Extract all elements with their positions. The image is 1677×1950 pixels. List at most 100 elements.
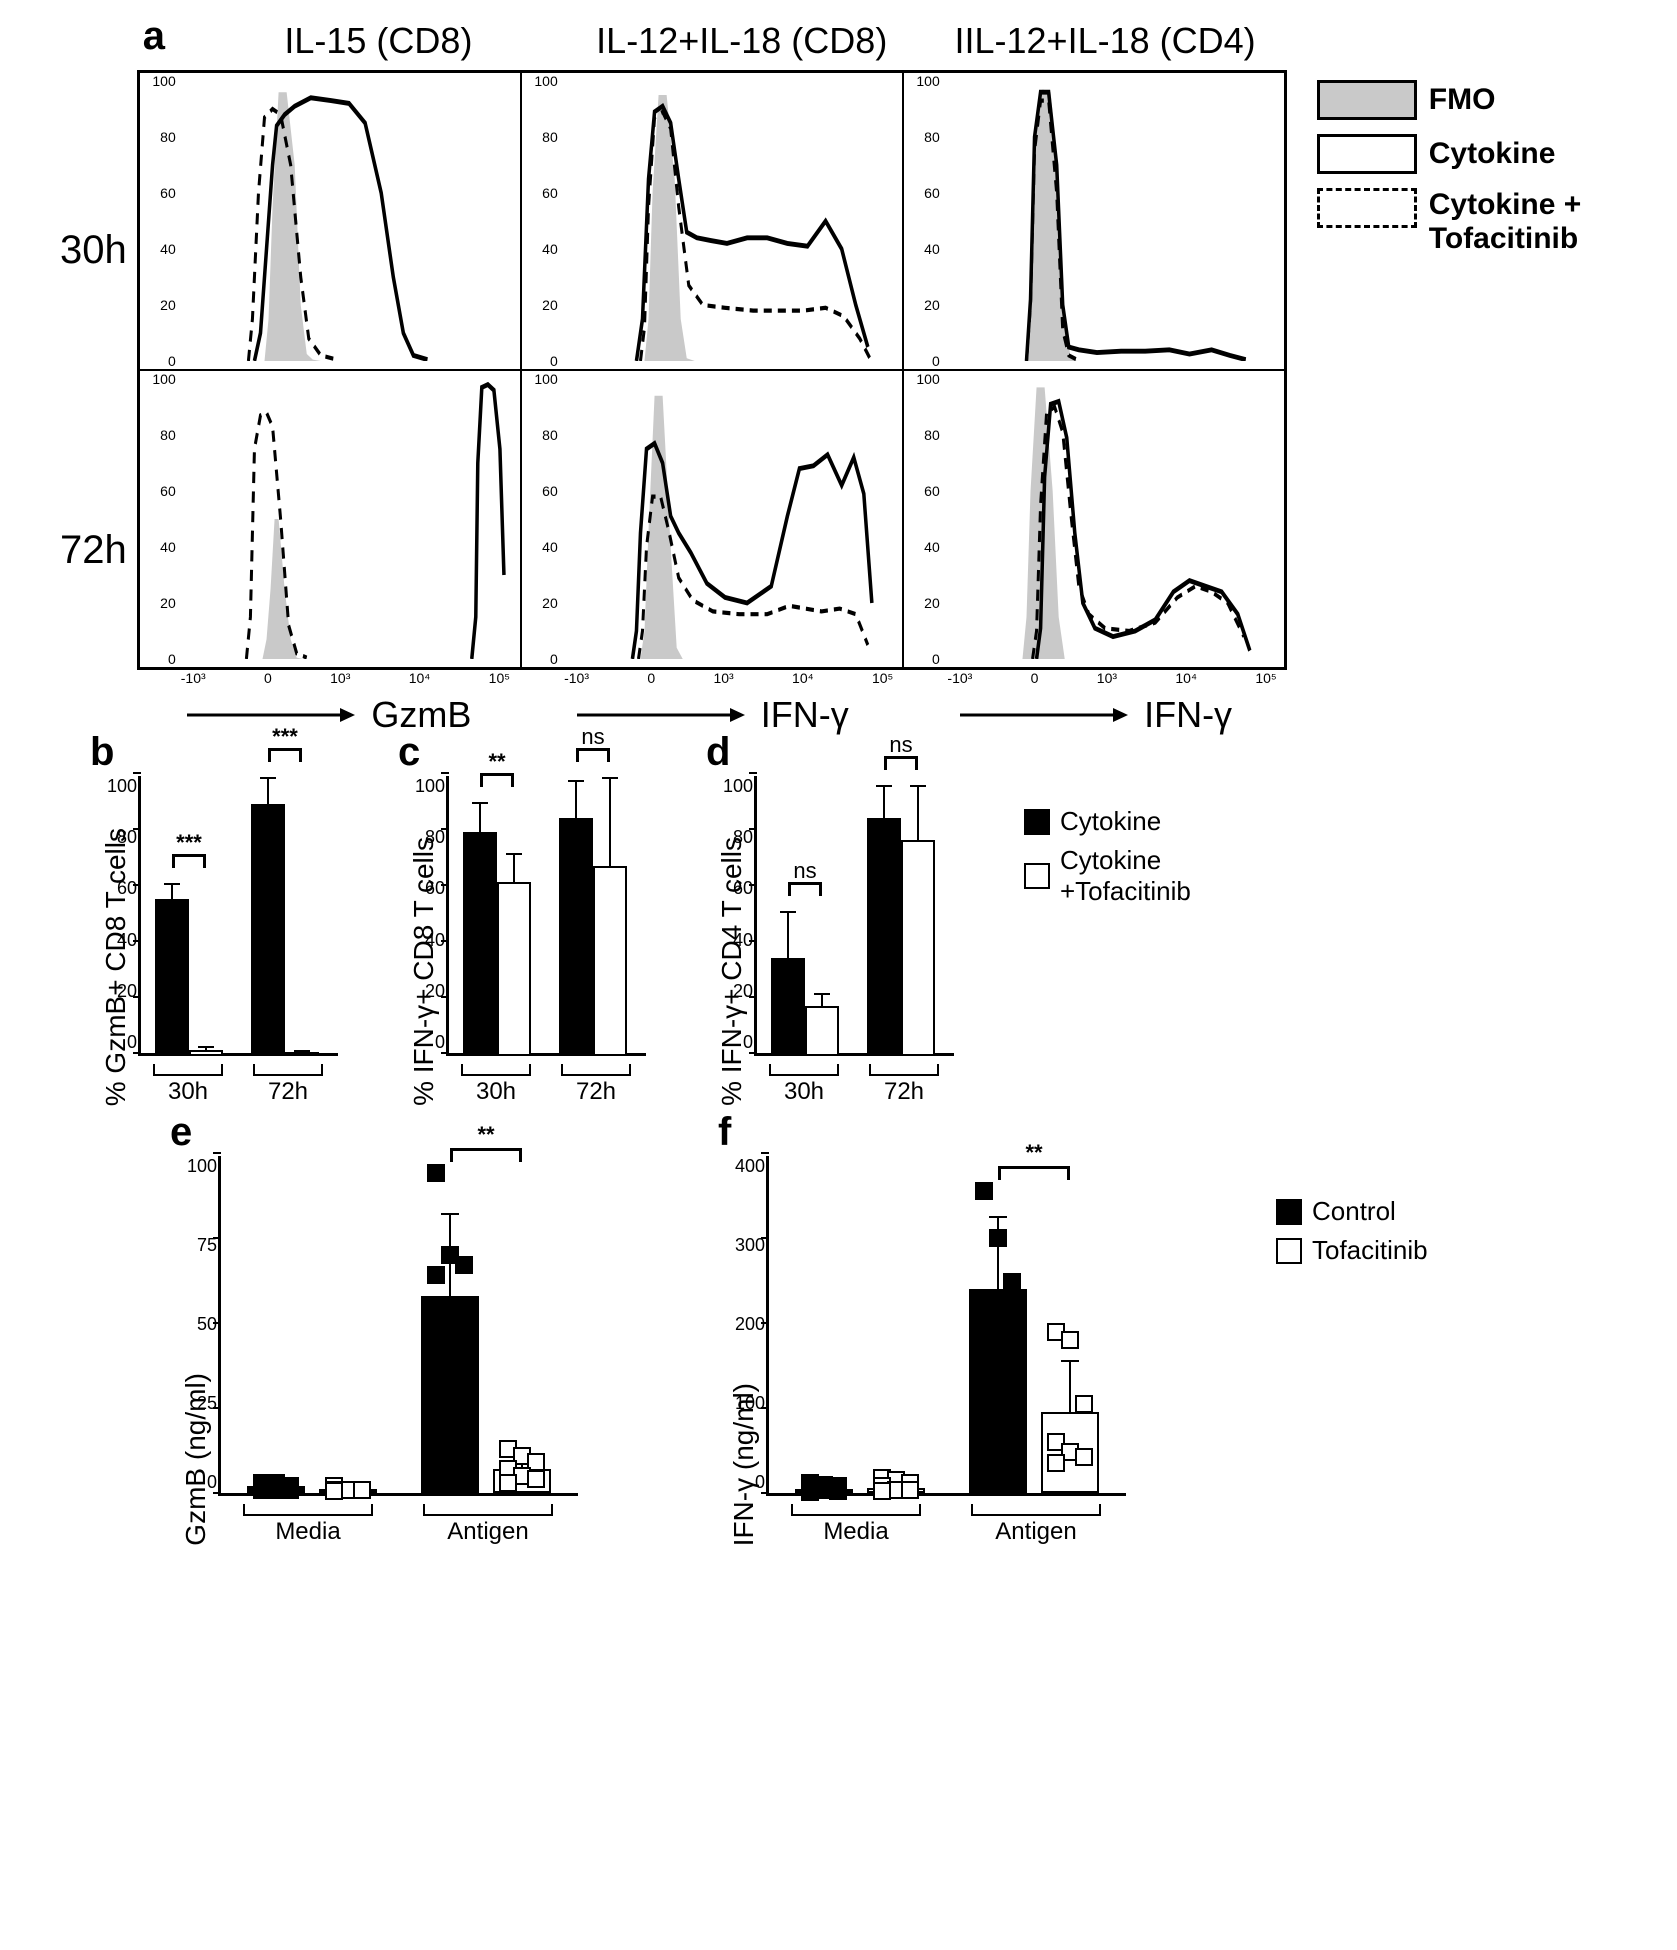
histo-yaxis: 100806040200 [524, 73, 558, 369]
ytick: 80 [713, 827, 753, 848]
xtick: 0 [264, 670, 272, 686]
xcat: Media [791, 1504, 921, 1546]
xcat-row: 30h 72h [138, 1064, 338, 1106]
ytick: 100 [524, 73, 558, 89]
axis-arrow-row: IFN-γ [958, 694, 1232, 736]
sig-bracket [450, 1148, 522, 1162]
panel-a-row-labels: 30h 72h [60, 100, 127, 700]
scatter-marker [989, 1229, 1007, 1247]
ytick: 20 [906, 595, 940, 611]
ytick: 400 [725, 1156, 765, 1177]
xcat: 72h [869, 1064, 939, 1106]
ytick: 60 [713, 878, 753, 899]
histo-cell-4: 100806040200 [521, 370, 903, 668]
histo-svg [944, 379, 1276, 659]
bracket-icon [869, 1064, 939, 1076]
xticks: -10³010³10⁴10⁵ [520, 670, 903, 686]
ytick: 0 [906, 651, 940, 667]
bracket-icon [253, 1064, 323, 1076]
bar-group [251, 804, 319, 1056]
ytick: 0 [405, 1032, 445, 1053]
bracket-icon [971, 1504, 1101, 1516]
bar-tofa [285, 1052, 319, 1056]
bars-area [449, 776, 646, 1056]
error-bar [301, 1051, 303, 1054]
legend-tofa: Cytokine + Tofacitinib [1317, 188, 1629, 256]
swatch-fmo [1317, 80, 1417, 120]
ytick: 40 [524, 539, 558, 555]
ytick: 40 [713, 930, 753, 951]
cytokine-curve [1036, 401, 1249, 659]
xcat: 30h [769, 1064, 839, 1106]
scatter-marker [1075, 1448, 1093, 1466]
ytick: 100 [713, 776, 753, 797]
histo-svg [180, 81, 512, 361]
histo-svg [562, 379, 894, 659]
ytick: 60 [906, 185, 940, 201]
error-cap [989, 1216, 1007, 1218]
ytick: 0 [97, 1032, 137, 1053]
scatter-marker [427, 1321, 445, 1339]
bar-tofa [805, 1006, 839, 1056]
xtick: 10³ [713, 670, 733, 686]
xcat-row: 30h 72h [754, 1064, 954, 1106]
ytick: 100 [906, 371, 940, 387]
scatter-marker [1075, 1395, 1093, 1413]
ytick: 80 [142, 427, 176, 443]
scatter-marker [455, 1256, 473, 1274]
error-bar [997, 1217, 999, 1289]
xtick: 10⁴ [792, 670, 814, 686]
ytick: 80 [906, 129, 940, 145]
legend-cytokine-label: Cytokine [1429, 137, 1556, 171]
ytick: 80 [906, 427, 940, 443]
bar-cytokine [463, 832, 497, 1056]
xcat: 30h [153, 1064, 223, 1106]
ytick: 80 [405, 827, 445, 848]
ytick-mark [133, 772, 141, 774]
x-label: IFN-γ [761, 694, 849, 736]
ytick: 20 [906, 297, 940, 313]
bar-chart: % IFN-γ+ CD4 T cells020406080100nsns30h7… [716, 776, 954, 1106]
ytick: 25 [177, 1393, 217, 1414]
bracket-icon [243, 1504, 373, 1516]
histo-cell-3: 100806040200 [139, 370, 521, 668]
ytick: 75 [177, 1235, 217, 1256]
ytick: 0 [524, 353, 558, 369]
xtick: 0 [1031, 670, 1039, 686]
legend-tofa-label: Cytokine + Tofacitinib [1429, 188, 1629, 256]
scatter-marker [281, 1481, 299, 1499]
row-label-30h: 30h [60, 100, 127, 400]
bar-cytokine [155, 899, 189, 1056]
xcat: 72h [253, 1064, 323, 1106]
error-cap [1061, 1360, 1079, 1362]
ytick: 50 [177, 1314, 217, 1335]
bar-tofa [593, 866, 627, 1056]
bracket-icon [561, 1064, 631, 1076]
sig-label: *** [272, 724, 298, 750]
yticks: 0255075100 [177, 1156, 217, 1493]
panel-e: e GzmB (ng/ml)0255075100**MediaAntigen [180, 1156, 578, 1546]
sig-label: ns [581, 724, 604, 750]
legend-cytokine: Cytokine [1317, 134, 1629, 174]
ytick: 100 [725, 1393, 765, 1414]
panel-a-xaxis-row: -10³010³10⁴10⁵GzmB-10³010³10⁴10⁵IFN-γ-10… [137, 670, 1287, 736]
error-bar [1069, 1361, 1071, 1412]
xcat-label: Antigen [995, 1518, 1076, 1546]
xcat-label: 72h [576, 1078, 616, 1106]
panel-c-label: c [398, 730, 420, 775]
xticks: -10³010³10⁴10⁵ [903, 670, 1286, 686]
bracket-icon [423, 1504, 553, 1516]
x-label: GzmB [371, 694, 471, 736]
bracket-icon [461, 1064, 531, 1076]
error-bar [575, 781, 577, 820]
panel-e-label: e [170, 1110, 192, 1155]
xtick: -10³ [564, 670, 589, 686]
ytick: 60 [97, 878, 137, 899]
panel-a-legend: FMO Cytokine Cytokine + Tofacitinib [1317, 80, 1629, 270]
x-label: IFN-γ [1144, 694, 1232, 736]
panel-a-label: a [143, 14, 165, 59]
scatter-marker [427, 1266, 445, 1284]
scatter-marker [253, 1481, 271, 1499]
scatter-marker [1047, 1454, 1065, 1472]
ytick: 0 [713, 1032, 753, 1053]
